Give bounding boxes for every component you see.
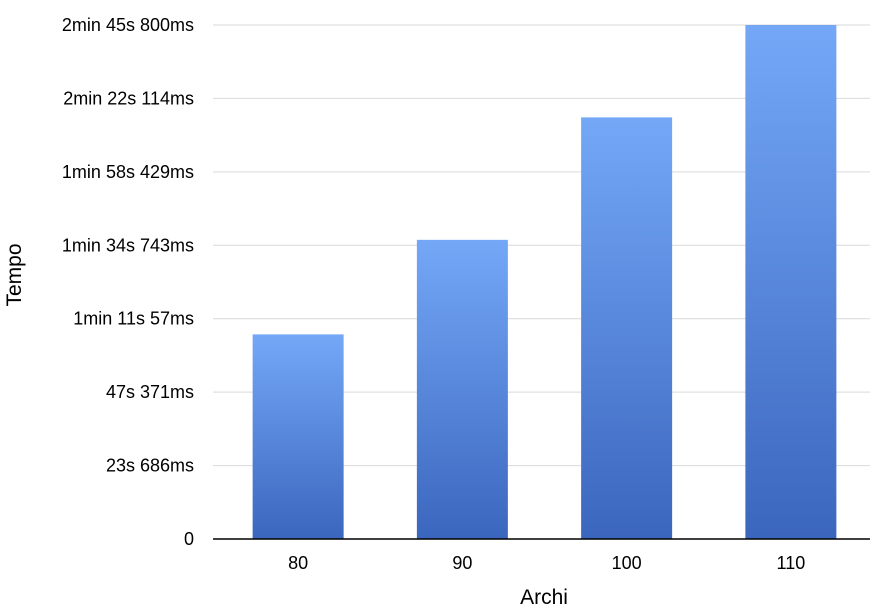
x-tick-label: 90	[452, 553, 472, 573]
x-tick-label: 80	[288, 553, 308, 573]
bar	[252, 334, 344, 539]
x-axis-title: Archi	[520, 586, 568, 609]
y-tick-label: 2min 22s 114ms	[63, 88, 194, 108]
y-tick-label: 2min 45s 800ms	[62, 15, 194, 35]
y-tick-label: 0	[184, 529, 194, 549]
y-axis-title: Tempo	[3, 243, 26, 306]
bar	[745, 25, 837, 539]
y-tick-label: 1min 34s 743ms	[62, 235, 194, 255]
x-tick-label: 100	[612, 553, 642, 573]
x-tick-labels: 80 90 100 110	[288, 553, 805, 573]
y-tick-label: 1min 11s 57ms	[73, 309, 194, 329]
x-tick-label: 110	[777, 553, 806, 573]
bars	[252, 25, 837, 539]
y-tick-label: 23s 686ms	[106, 456, 194, 476]
y-tick-labels: 0 23s 686ms 47s 371ms 1min 11s 57ms 1min 34s…	[62, 15, 194, 549]
y-tick-label: 47s 371ms	[106, 382, 194, 402]
y-tick-label: 1min 58s 429ms	[62, 162, 194, 182]
bar	[581, 117, 673, 539]
bar	[416, 239, 508, 539]
